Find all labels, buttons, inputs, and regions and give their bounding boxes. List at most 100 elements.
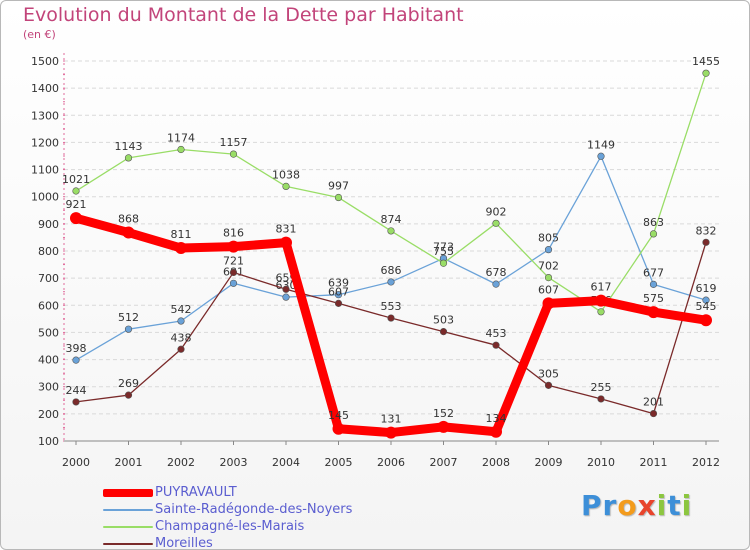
data-label-puyravault: 575 (643, 292, 664, 305)
data-label-moreilles: 438 (171, 331, 192, 344)
y-tick-label: 1000 (31, 191, 59, 204)
data-label-sainte-radegonde-des-noyers: 773 (433, 240, 454, 253)
data-point-sainte-radegonde-des-noyers (702, 296, 710, 304)
data-label-sainte-radegonde-des-noyers: 619 (696, 282, 717, 295)
data-label-champagne-les-marais: 1038 (272, 168, 300, 181)
data-label-sainte-radegonde-des-noyers: 630 (276, 279, 297, 292)
data-label-puyravault: 921 (66, 198, 87, 211)
data-label-moreilles: 255 (591, 381, 612, 394)
data-point-champagne-les-marais (387, 227, 395, 235)
data-point-puyravault (175, 242, 187, 255)
data-point-champagne-les-marais (177, 145, 185, 154)
x-tick-label: 2010 (587, 456, 615, 469)
y-tick-label: 1300 (31, 109, 59, 122)
y-tick-label: 600 (38, 299, 59, 312)
data-point-moreilles (282, 285, 290, 293)
x-tick-label: 2011 (640, 456, 668, 469)
data-label-champagne-les-marais: 1174 (167, 131, 195, 144)
data-label-puyravault: 131 (381, 413, 402, 426)
legend-label: Champagné-les-Marais (155, 519, 305, 534)
data-label-puyravault: 545 (696, 300, 717, 313)
data-label-puyravault: 134 (486, 412, 507, 425)
chart-legend: PUYRAVAULT Sainte-Radégonde-des-Noyers Cha… (103, 484, 433, 550)
data-label-sainte-radegonde-des-noyers: 805 (538, 232, 559, 245)
data-point-sainte-radegonde-des-noyers (544, 246, 553, 254)
data-point-champagne-les-marais (282, 182, 290, 190)
data-point-champagne-les-marais (72, 187, 80, 195)
legend-swatch (103, 509, 153, 511)
legend-item: Moreilles (103, 535, 433, 550)
data-label-moreilles: 607 (328, 285, 349, 298)
data-point-moreilles (439, 328, 448, 336)
x-tick-label: 2005 (325, 456, 353, 469)
data-label-champagne-les-marais: 1021 (62, 173, 90, 186)
data-label-sainte-radegonde-des-noyers: 677 (643, 266, 664, 279)
data-point-moreilles (334, 299, 343, 307)
logo-letter: t (667, 489, 682, 522)
data-label-champagne-les-marais: 1143 (115, 140, 143, 153)
data-point-champagne-les-marais (229, 150, 238, 158)
legend-swatch (103, 543, 153, 545)
legend-label: Moreilles (155, 536, 213, 550)
data-point-puyravault (595, 294, 607, 307)
y-tick-label: 400 (38, 354, 59, 367)
logo-letter: r (602, 489, 618, 522)
data-label-moreilles: 269 (118, 377, 139, 390)
data-point-puyravault (490, 425, 502, 438)
data-point-sainte-radegonde-des-noyers (72, 356, 80, 364)
data-label-moreilles: 453 (486, 327, 507, 340)
data-label-sainte-radegonde-des-noyers: 542 (171, 303, 192, 316)
y-tick-label: 100 (38, 435, 59, 448)
data-point-champagne-les-marais (544, 274, 553, 282)
data-point-champagne-les-marais (334, 193, 343, 202)
y-tick-label: 500 (38, 326, 59, 339)
data-label-sainte-radegonde-des-noyers: 512 (118, 311, 139, 324)
x-tick-label: 2003 (220, 456, 248, 469)
legend-swatch (103, 489, 153, 497)
data-label-champagne-les-marais: 755 (433, 245, 454, 258)
data-point-puyravault (227, 240, 240, 253)
data-label-puyravault: 617 (591, 281, 612, 294)
series-line-puyravault (71, 213, 711, 438)
data-point-puyravault (542, 297, 555, 310)
data-point-champagne-les-marais (124, 154, 133, 162)
data-point-sainte-radegonde-des-noyers (124, 325, 133, 333)
data-point-sainte-radegonde-des-noyers (649, 280, 658, 288)
x-tick-label: 2002 (167, 456, 195, 469)
x-tick-label: 2009 (535, 456, 563, 469)
data-point-puyravault (700, 314, 712, 327)
y-tick-label: 1400 (31, 82, 59, 95)
data-point-champagne-les-marais (649, 230, 658, 238)
data-point-moreilles (597, 395, 605, 403)
y-tick-label: 1500 (31, 55, 59, 68)
logo-letter: i (656, 489, 668, 522)
y-tick-label: 1200 (31, 136, 59, 149)
data-label-moreilles: 721 (223, 254, 244, 267)
data-label-puyravault: 816 (223, 227, 244, 240)
logo-letter: o (617, 489, 638, 522)
data-point-champagne-les-marais (492, 219, 500, 227)
x-tick-label: 2001 (115, 456, 143, 469)
series-line-sainte-radegonde-des-noyers (75, 155, 707, 361)
data-label-moreilles: 244 (66, 384, 87, 397)
chart-subtitle: (en €) (23, 28, 56, 41)
data-point-moreilles (649, 409, 658, 418)
data-point-puyravault (647, 306, 660, 319)
data-label-champagne-les-marais: 874 (381, 213, 402, 226)
data-point-puyravault (332, 422, 345, 435)
data-point-sainte-radegonde-des-noyers (177, 317, 185, 325)
data-label-puyravault: 152 (433, 407, 454, 420)
data-label-moreilles: 553 (381, 300, 402, 313)
y-tick-label: 700 (38, 272, 59, 285)
data-point-sainte-radegonde-des-noyers (334, 291, 343, 299)
legend-label: Sainte-Radégonde-des-Noyers (155, 502, 353, 517)
data-label-sainte-radegonde-des-noyers: 639 (328, 277, 349, 290)
legend-item: Sainte-Radégonde-des-Noyers (103, 501, 433, 518)
data-point-sainte-radegonde-des-noyers (387, 278, 395, 286)
data-label-puyravault: 145 (328, 409, 349, 422)
logo-letter: x (637, 489, 657, 522)
data-label-champagne-les-marais: 863 (643, 216, 664, 229)
legend-label: PUYRAVAULT (155, 485, 237, 500)
y-tick-label: 200 (38, 408, 59, 421)
